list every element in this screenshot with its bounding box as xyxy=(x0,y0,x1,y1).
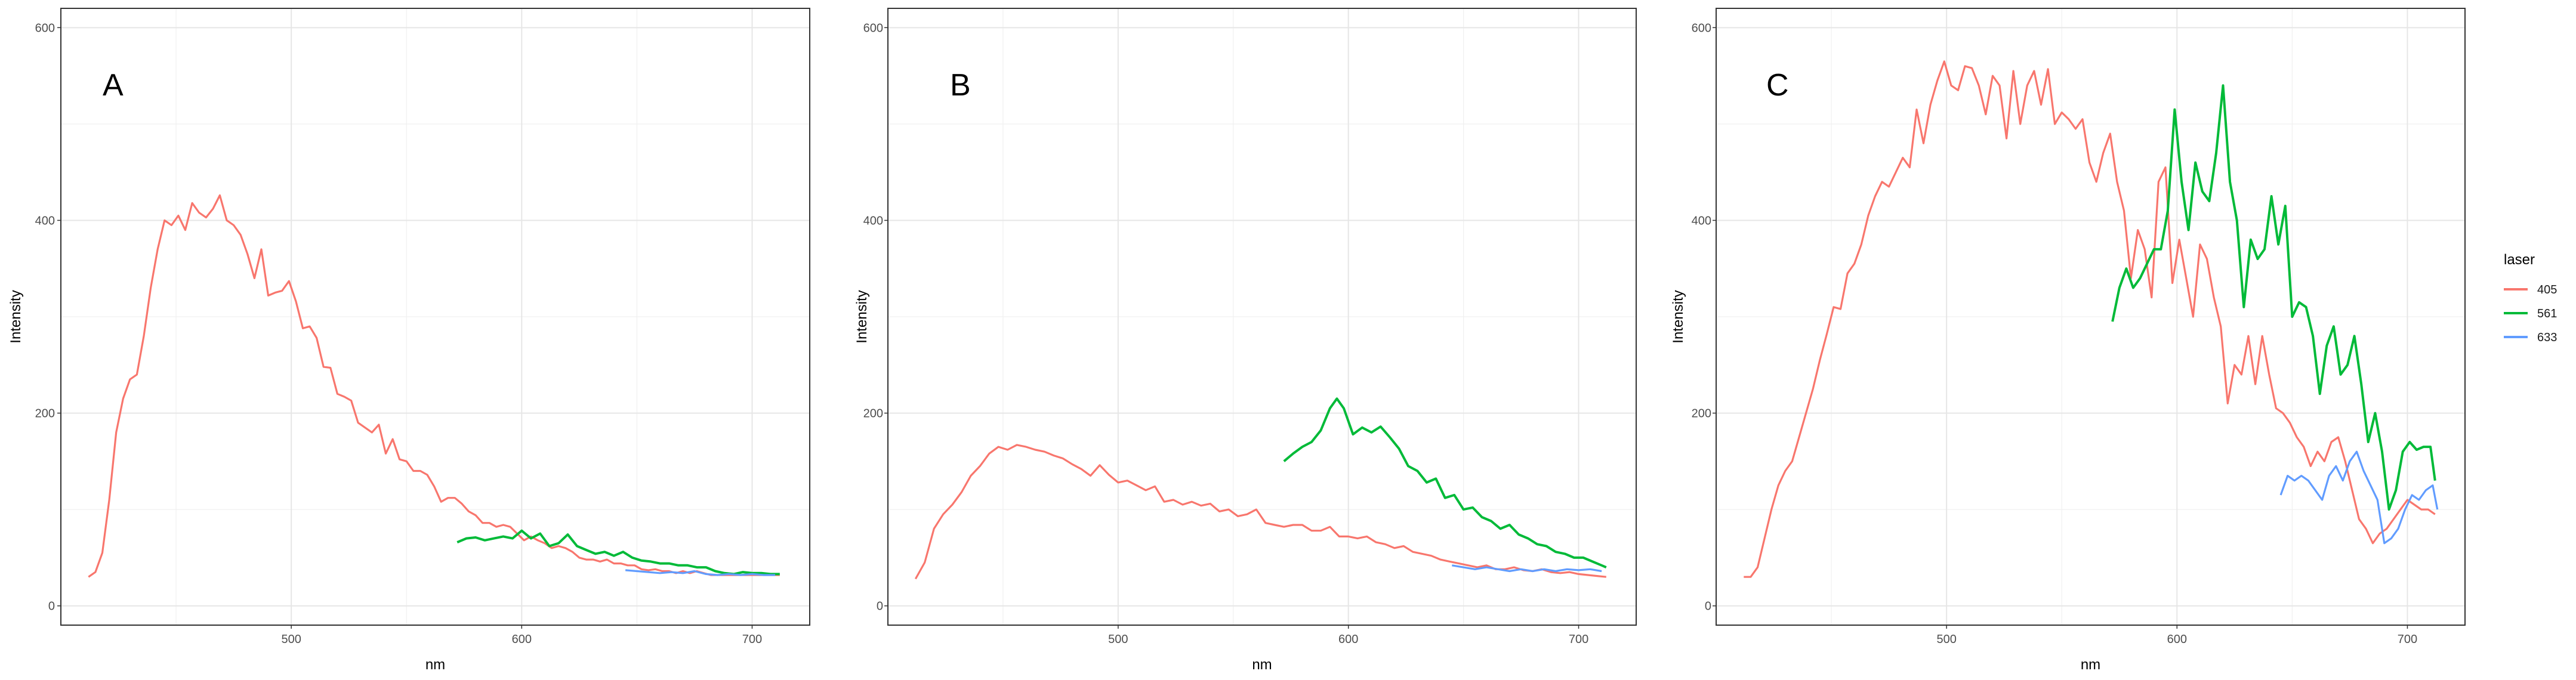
x-tick-label: 700 xyxy=(742,633,762,646)
x-tick-label: 500 xyxy=(1108,633,1128,646)
series-line-633 xyxy=(1452,564,1602,573)
series-line-405 xyxy=(88,194,780,578)
panel-border xyxy=(1716,8,2466,626)
x-tick-label: 700 xyxy=(1569,633,1588,646)
x-axis-title: nm xyxy=(2081,657,2100,673)
y-tick-label: 200 xyxy=(35,407,55,421)
panel-tag: C xyxy=(1766,68,1789,103)
series-line-405 xyxy=(1744,60,2436,578)
series-line-561 xyxy=(2111,84,2436,511)
legend: laser 405 561 633 xyxy=(2504,252,2557,344)
series-line-405 xyxy=(914,444,1606,580)
y-tick-label: 400 xyxy=(35,214,55,227)
x-tick-label: 600 xyxy=(1338,633,1358,646)
x-tick-label: 700 xyxy=(2398,633,2417,646)
y-tick-label: 600 xyxy=(1692,21,1711,35)
x-axis-title: nm xyxy=(1252,657,1272,673)
x-tick-label: 500 xyxy=(1936,633,1956,646)
y-tick-label: 0 xyxy=(1705,600,1711,613)
legend-label-633: 633 xyxy=(2537,331,2557,344)
panel-A: 0 200 400 600 500 600 700 nm Intensity A xyxy=(8,8,810,673)
legend-label-405: 405 xyxy=(2537,283,2557,296)
y-tick-label: 600 xyxy=(863,21,883,35)
y-tick-label: 400 xyxy=(1692,214,1711,227)
y-axis-title: Intensity xyxy=(8,290,24,343)
x-axis-title: nm xyxy=(425,657,445,673)
y-tick-label: 600 xyxy=(35,21,55,35)
series-line-561 xyxy=(1283,397,1607,568)
y-axis-title: Intensity xyxy=(854,290,870,343)
y-tick-label: 0 xyxy=(877,600,883,613)
panel-border xyxy=(60,8,810,626)
y-tick-label: 200 xyxy=(863,407,883,421)
panel-tag: B xyxy=(950,68,971,103)
x-tick-label: 600 xyxy=(2167,633,2187,646)
legend-title: laser xyxy=(2504,252,2535,268)
x-tick-label: 600 xyxy=(512,633,532,646)
y-tick-label: 400 xyxy=(863,214,883,227)
legend-label-561: 561 xyxy=(2537,307,2557,320)
series-line-633 xyxy=(2279,450,2439,545)
series-line-561 xyxy=(456,529,780,576)
y-tick-label: 200 xyxy=(1692,407,1711,421)
series-line-633 xyxy=(625,569,776,576)
x-tick-label: 500 xyxy=(281,633,301,646)
panel-tag: A xyxy=(103,68,124,103)
y-tick-label: 0 xyxy=(48,600,55,613)
panel-border xyxy=(887,8,1637,626)
y-axis-title: Intensity xyxy=(1670,290,1686,343)
panel-C: 0 200 400 600 500 600 700 nm Intensity C xyxy=(1670,8,2466,673)
panel-B: 0 200 400 600 500 600 700 nm Intensity B xyxy=(854,8,1637,673)
